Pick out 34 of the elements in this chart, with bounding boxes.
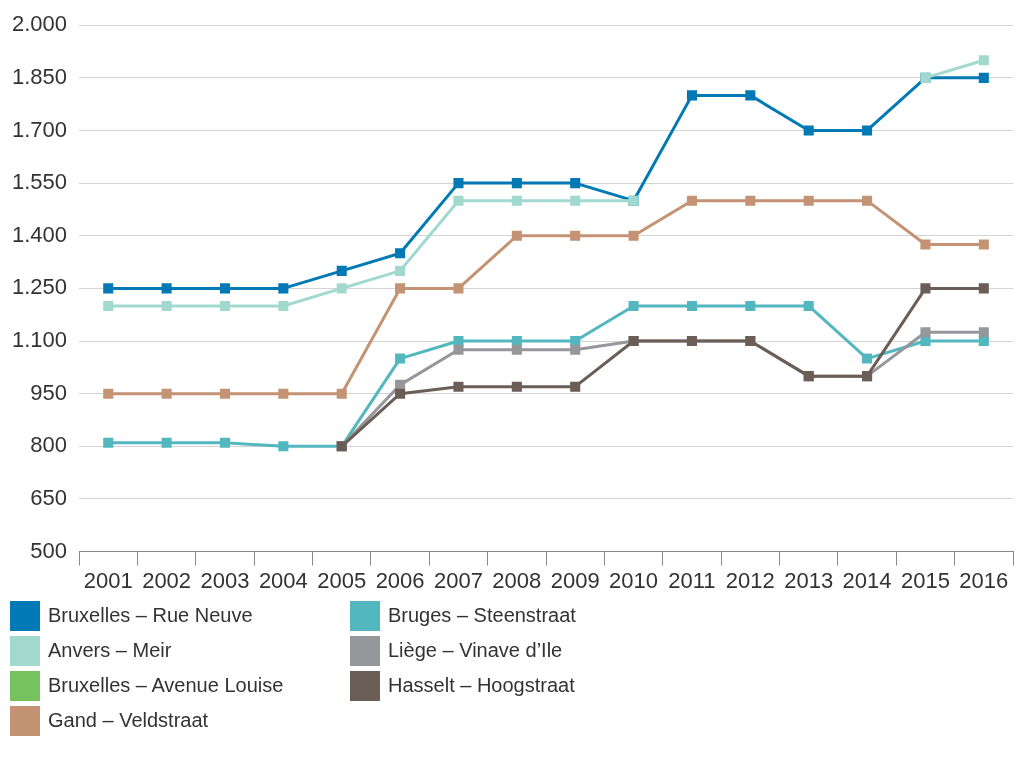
y-tick-label: 800 — [30, 432, 68, 458]
legend-label: Gand – Veldstraat — [48, 709, 209, 732]
x-tick-label: 2001 — [83, 567, 133, 593]
x-tick-label: 2013 — [784, 567, 834, 593]
y-tick-label: 1.400 — [11, 221, 68, 247]
x-tick-label: 2010 — [609, 567, 659, 593]
legend-label: Liège – Vinave d’Ile — [388, 639, 563, 662]
x-tick-label: 2012 — [725, 567, 775, 593]
y-tick-label: 950 — [30, 379, 68, 405]
x-tick-label: 2005 — [317, 567, 367, 593]
x-tick-label: 2009 — [550, 567, 600, 593]
x-tick-label: 2008 — [492, 567, 542, 593]
legend-label: Bruxelles – Avenue Louise — [48, 674, 284, 697]
x-tick-label: 2007 — [433, 567, 483, 593]
legend-label: Anvers – Meir — [48, 639, 172, 662]
x-tick-label: 2011 — [668, 567, 716, 593]
legend-label: Hasselt – Hoogstraat — [388, 674, 575, 697]
x-tick-label: 2002 — [142, 567, 192, 593]
y-tick-label: 1.700 — [11, 116, 68, 142]
y-tick-label: 1.250 — [11, 274, 68, 300]
y-tick-label: 2.000 — [11, 11, 68, 37]
y-tick-label: 650 — [30, 485, 68, 511]
x-tick-label: 2006 — [375, 567, 425, 593]
x-tick-label: 2003 — [200, 567, 250, 593]
x-tick-label: 2015 — [900, 567, 950, 593]
x-tick-label: 2016 — [959, 567, 1009, 593]
y-tick-label: 1.550 — [11, 169, 68, 195]
legend-label: Bruxelles – Rue Neuve — [48, 604, 253, 627]
legend-label: Bruges – Steenstraat — [388, 604, 576, 627]
x-tick-label: 2014 — [842, 567, 892, 593]
y-tick-label: 500 — [30, 537, 68, 563]
y-tick-label: 1.850 — [11, 63, 68, 89]
y-tick-label: 1.100 — [11, 327, 68, 353]
x-tick-label: 2004 — [258, 567, 308, 593]
